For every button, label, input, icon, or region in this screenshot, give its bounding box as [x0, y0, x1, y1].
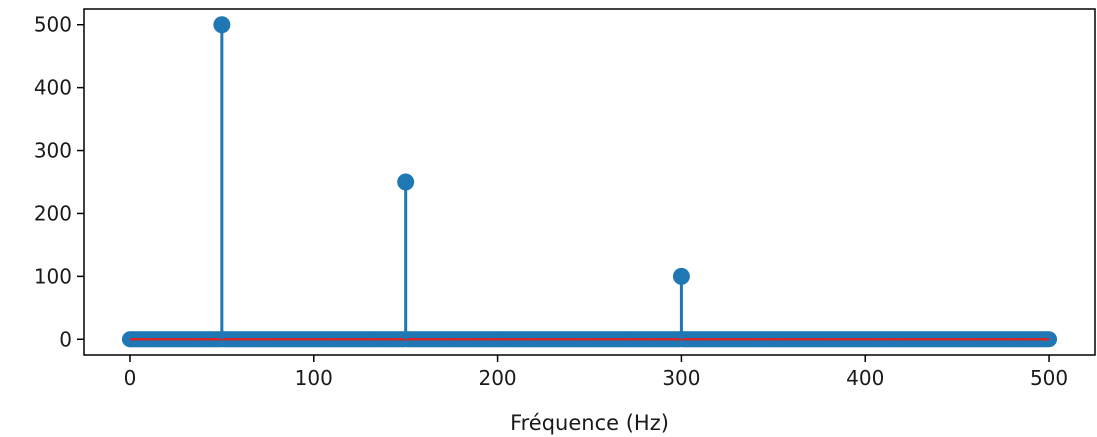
- y-tick-label: 300: [34, 139, 72, 163]
- y-tick-label: 100: [34, 264, 72, 288]
- stem-marker: [213, 16, 231, 34]
- x-tick-label: 300: [662, 366, 700, 390]
- y-tick-label: 200: [34, 201, 72, 225]
- stem-series: [213, 16, 690, 340]
- x-tick-label: 0: [124, 366, 137, 390]
- x-tick-label: 500: [1030, 366, 1068, 390]
- stem-marker: [672, 267, 690, 285]
- y-axis-ticks: 0 100 200 300 400 500: [34, 13, 84, 351]
- x-axis-ticks: 0 100 200 300 400 500: [124, 355, 1068, 390]
- plot-frame: [83, 8, 1096, 356]
- x-tick-label: 400: [846, 366, 884, 390]
- y-tick-label: 500: [34, 13, 72, 37]
- x-axis-label: Fréquence (Hz): [510, 411, 669, 435]
- plot-area: [121, 16, 1058, 348]
- y-tick-label: 0: [59, 327, 72, 351]
- x-tick-label: 200: [478, 366, 516, 390]
- stem-marker: [397, 173, 415, 191]
- x-tick-label: 100: [295, 366, 333, 390]
- y-tick-label: 400: [34, 76, 72, 100]
